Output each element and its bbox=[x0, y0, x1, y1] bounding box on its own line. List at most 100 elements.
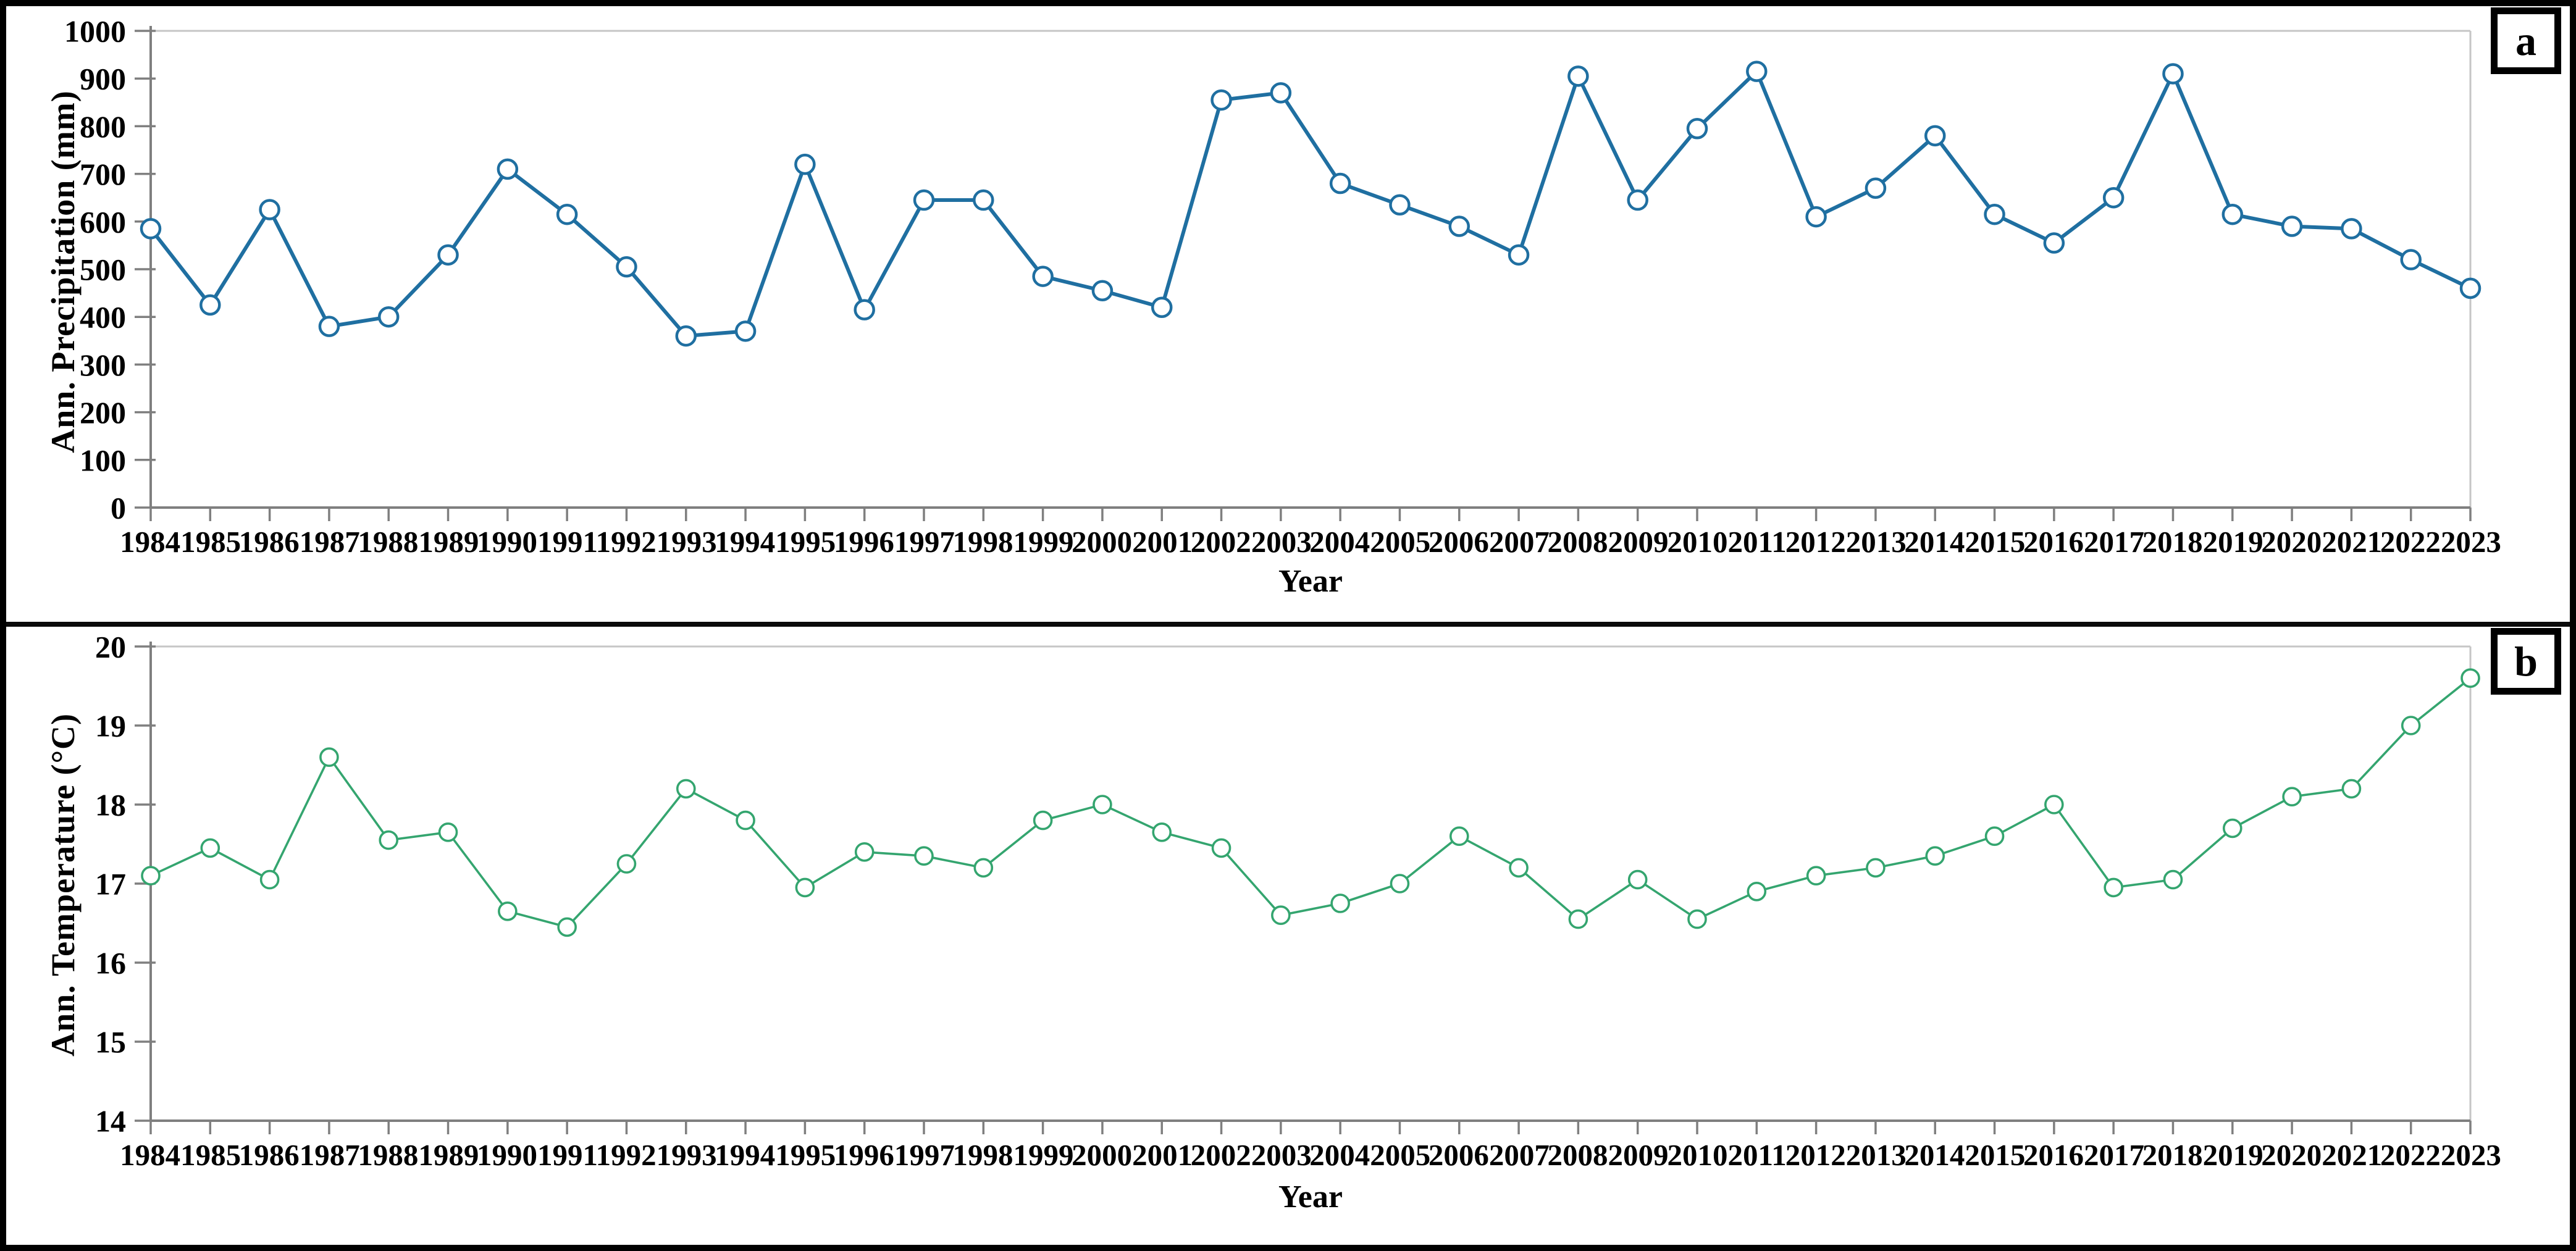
data-point-marker bbox=[616, 256, 637, 278]
x-tick-label: 19941995 bbox=[715, 525, 836, 559]
data-point-marker bbox=[1925, 846, 1945, 866]
y-tick-label: 0 bbox=[111, 491, 126, 525]
y-tick-label: 700 bbox=[80, 157, 126, 191]
temperature-y-axis-title: Ann. Temperature (°C) bbox=[44, 713, 82, 1057]
panel-a-badge-letter: a bbox=[2515, 17, 2536, 64]
x-tick-label: 20102011 bbox=[1668, 525, 1787, 559]
data-point-marker bbox=[497, 158, 519, 180]
x-tick-label: 20062007 bbox=[1429, 1138, 1550, 1172]
x-tick-label: 19881989 bbox=[358, 1138, 479, 1172]
x-tick-label: 20022003 bbox=[1191, 525, 1312, 559]
y-tick-label: 800 bbox=[80, 109, 126, 144]
x-tick-label: 19861987 bbox=[239, 525, 360, 559]
x-tick-label: 20062007 bbox=[1429, 525, 1550, 559]
data-point-marker bbox=[140, 218, 162, 240]
x-tick-label: 19901991 bbox=[477, 525, 598, 559]
data-point-marker bbox=[1093, 795, 1112, 814]
y-tick-label: 1000 bbox=[64, 14, 126, 49]
data-point-marker bbox=[1329, 172, 1351, 195]
x-tick-label: 20182019 bbox=[2142, 525, 2263, 559]
data-point-marker bbox=[318, 316, 340, 337]
data-point-marker bbox=[557, 917, 577, 937]
data-point-marker bbox=[437, 244, 459, 266]
panel-b-badge: b bbox=[2491, 628, 2561, 695]
data-point-marker bbox=[319, 747, 339, 767]
x-tick-label: 20162017 bbox=[2023, 1138, 2144, 1172]
x-tick-label: 20082009 bbox=[1548, 525, 1669, 559]
data-point-marker bbox=[2044, 795, 2064, 814]
x-tick-label: 19901991 bbox=[477, 1138, 598, 1172]
y-tick-label: 400 bbox=[80, 300, 126, 335]
data-point-marker bbox=[2221, 203, 2244, 225]
data-point-marker bbox=[973, 189, 994, 211]
data-point-marker bbox=[1686, 118, 1708, 140]
data-point-marker bbox=[1091, 280, 1114, 301]
data-point-marker bbox=[1033, 810, 1053, 831]
x-tick-label: 20002001 bbox=[1072, 1138, 1193, 1172]
data-point-marker bbox=[1984, 203, 2005, 225]
y-tick-label: 100 bbox=[80, 443, 126, 477]
data-point-marker bbox=[1924, 125, 1946, 147]
data-point-marker bbox=[2102, 186, 2125, 209]
data-point-marker bbox=[2401, 716, 2421, 735]
data-point-marker bbox=[2282, 787, 2302, 807]
x-tick-label: 19861987 bbox=[239, 1138, 360, 1172]
data-point-marker bbox=[1805, 206, 1827, 228]
data-point-marker bbox=[1389, 194, 1411, 216]
data-point-marker bbox=[199, 294, 221, 316]
data-point-marker bbox=[854, 299, 875, 320]
panel-b-badge-letter: b bbox=[2514, 638, 2538, 685]
data-point-marker bbox=[379, 830, 399, 850]
data-point-marker bbox=[854, 842, 875, 862]
data-point-marker bbox=[2104, 877, 2123, 898]
x-tick-label: 20182019 bbox=[2142, 1138, 2263, 1172]
data-point-marker bbox=[1152, 822, 1172, 842]
precipitation-y-axis-title: Ann. Precipitation (mm) bbox=[44, 90, 82, 453]
x-tick-label: 20042005 bbox=[1309, 525, 1430, 559]
x-tick-label: 20222023 bbox=[2380, 525, 2501, 559]
data-point-marker bbox=[1390, 874, 1410, 893]
data-point-marker bbox=[438, 822, 458, 842]
x-tick-label: 19981999 bbox=[952, 525, 1073, 559]
x-tick-label: 19981999 bbox=[952, 1138, 1073, 1172]
x-tick-label: 20202021 bbox=[2261, 525, 2382, 559]
data-point-marker bbox=[1509, 858, 1529, 878]
x-tick-label: 19841985 bbox=[120, 1138, 241, 1172]
data-point-marker bbox=[259, 869, 280, 890]
data-point-marker bbox=[1449, 826, 1469, 847]
y-tick-label: 20 bbox=[95, 630, 126, 664]
x-tick-label: 20002001 bbox=[1072, 525, 1193, 559]
data-point-marker bbox=[1627, 189, 1648, 211]
panel-temperature: 14 15 16 17 18 19 20 19841985 19861987 19881989 19… bbox=[6, 627, 2570, 1245]
data-point-marker bbox=[794, 153, 816, 175]
y-tick-label: 14 bbox=[95, 1104, 126, 1139]
data-point-marker bbox=[1627, 869, 1648, 890]
x-tick-label: 20042005 bbox=[1309, 1138, 1430, 1172]
temperature-x-axis-title: Year bbox=[1278, 1179, 1343, 1215]
data-point-marker bbox=[259, 199, 280, 220]
data-point-marker bbox=[1151, 296, 1173, 319]
panel-a-badge: a bbox=[2491, 7, 2561, 74]
data-point-marker bbox=[1448, 215, 1471, 237]
y-tick-label: 200 bbox=[80, 395, 126, 430]
data-point-marker bbox=[1865, 177, 1887, 199]
x-tick-label: 19941995 bbox=[715, 1138, 836, 1172]
data-point-marker bbox=[1271, 905, 1291, 926]
data-point-marker bbox=[1806, 866, 1826, 886]
data-point-marker bbox=[200, 838, 220, 858]
data-point-marker bbox=[1270, 82, 1292, 104]
data-point-marker bbox=[913, 189, 935, 211]
data-point-marker bbox=[1747, 881, 1767, 902]
y-tick-label: 17 bbox=[95, 867, 126, 902]
data-point-marker bbox=[1687, 909, 1707, 929]
panel-precipitation: 0 100 200 300 400 500 600 700 800 900 1000 19841985… bbox=[6, 6, 2570, 627]
data-point-marker bbox=[2163, 869, 2183, 890]
y-tick-label: 19 bbox=[95, 709, 126, 743]
data-point-marker bbox=[2341, 218, 2362, 240]
data-point-marker bbox=[2043, 232, 2065, 254]
x-tick-label: 20222023 bbox=[2380, 1138, 2501, 1172]
x-tick-label: 20162017 bbox=[2023, 525, 2144, 559]
data-point-marker bbox=[973, 858, 994, 878]
x-tick-label: 19841985 bbox=[120, 525, 241, 559]
